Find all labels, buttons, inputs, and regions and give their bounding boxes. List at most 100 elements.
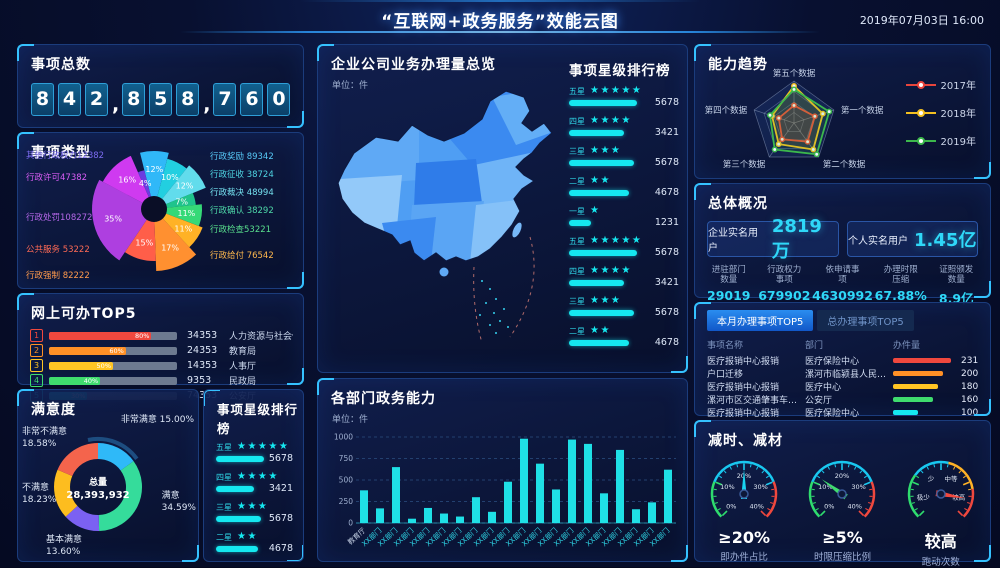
stat-label: 证照颁发数量 [928,265,984,285]
cell-name: 医疗报销中心报销 [707,380,805,393]
digit-box: 0 [267,83,290,116]
cell-value: 231 [961,356,978,366]
star-row-header: 三星★★★ [216,501,293,513]
star-bar [216,456,264,462]
star-row-header: 一星 ★ [569,205,679,217]
radar-axis-label: 第四个数据 [705,105,748,116]
rose-label-left: 行政强制 82222 [26,269,90,281]
legend-label: 2018年 [941,105,976,120]
star-row-bar: 5678 [569,99,679,108]
value-bar [893,371,943,376]
cell-dept: 医疗保险中心 [805,354,893,367]
tab-month-top5[interactable]: 本月办理事项TOP5 [707,310,813,331]
star-row-bar: 5678 [216,455,293,464]
dept-bar [584,444,592,523]
star-tier-label: 三星 [569,146,585,157]
star-ranking-row: 四星★★★★3421 [216,471,293,494]
star-icons: ★★★ [237,502,268,512]
cell-bar [893,397,951,402]
row-dept: 民政局 [229,374,256,387]
tab-total-top5[interactable]: 总办理事项TOP5 [817,310,913,331]
donut-slice [98,451,127,466]
dept-bar [472,497,480,523]
panel-title: 事项星级排行榜 [217,399,303,437]
dept-bar [536,464,544,523]
gauge-label: 即办件占比 [697,549,791,563]
star-ranking-row: 二星★★4678 [569,175,679,198]
star-icons: ★★★ [590,296,621,306]
donut-slice [65,451,98,473]
progress-track: 50% [49,362,177,370]
star-value: 5678 [269,453,293,464]
star-bar [569,130,624,136]
dept-bar [440,514,448,523]
star-value: 5678 [655,247,679,258]
star-value: 5678 [655,307,679,318]
star-ranking-row: 三星★★★5678 [569,295,679,318]
star-bar [569,190,629,196]
dept-bar [520,439,528,523]
rose-slice-pct: 10% [161,173,179,182]
cell-value: 160 [961,395,978,405]
star-icons: ★★★★★ [590,236,642,246]
gauge-value: 较高 [894,528,988,552]
stat-label: 进驻部门数量 [701,265,757,285]
star-row-header: 五星★★★★★ [216,441,293,453]
donut-center-label: 总量 [48,475,148,488]
radar-axis-label: 第二个数据 [823,159,866,170]
star-icons: ★ [590,206,600,216]
y-tick-label: 750 [339,454,354,463]
personal-users-label: 个人实名用户 [848,232,908,247]
progress-fill: 80% [49,332,151,340]
star-value: 5678 [655,157,679,168]
rank-badge: 1 [30,329,43,342]
rank-badge: 2 [30,344,43,357]
star-row-header: 一星★ [216,561,293,562]
gauge-tick-label: 20% [835,472,849,480]
stat-label-line1: 行政权力 [757,265,813,275]
stat-label-line2: 数量 [701,275,757,285]
star-tier-label: 一星 [569,206,585,217]
star-row-bar: 1231 [569,219,679,228]
label-name: 基本满意 [46,534,82,546]
label-pct: 13.60% [46,546,82,558]
stat-label: 依申请事项 [812,265,873,285]
panel-title: 网上可办TOP5 [31,303,303,323]
star-tier-label: 二星 [216,532,232,543]
star-tier-label: 二星 [569,176,585,187]
header-datetime: 2019年07月03日 16:00 [860,12,984,28]
star-ranking-row: 四星★★★★3421 [569,115,679,138]
star-bar [569,340,629,346]
donut-center-value: 28,393,932 [48,490,148,501]
china-map [324,75,574,365]
row-value: 14353 [187,360,229,371]
star-row-header: 二星★★ [216,531,293,543]
stat-label-line2: 项 [812,275,873,285]
gauge-value: ≥5% [795,528,889,547]
star-tier-label: 四星 [569,266,585,277]
row-value: 34353 [187,330,229,341]
gauge-tick-label: 30% [754,483,768,491]
star-ranking-row: 五星★★★★★5678 [569,85,679,108]
donut-center: 总量 28,393,932 [48,475,148,501]
header: “互联网+政务服务”效能云图 2019年07月03日 16:00 [0,0,1000,36]
progress-pct-label: 60% [109,347,123,355]
star-row-header: 五星★★★★★ [569,235,679,247]
rose-label-left: 行政许可47382 [26,171,87,183]
enterprise-users-box: 企业实名用户 2819万 [707,221,839,257]
value-bar [893,397,933,402]
value-bar [893,358,951,363]
star-row-bar: 5678 [216,515,293,524]
digit-comma: , [203,94,210,116]
cell-bar [893,358,951,363]
star-bar [569,100,637,106]
gauge-label: 时限压缩比例 [795,549,889,563]
stat-value: 29019 [701,288,757,303]
rank-badge: 4 [30,374,43,387]
